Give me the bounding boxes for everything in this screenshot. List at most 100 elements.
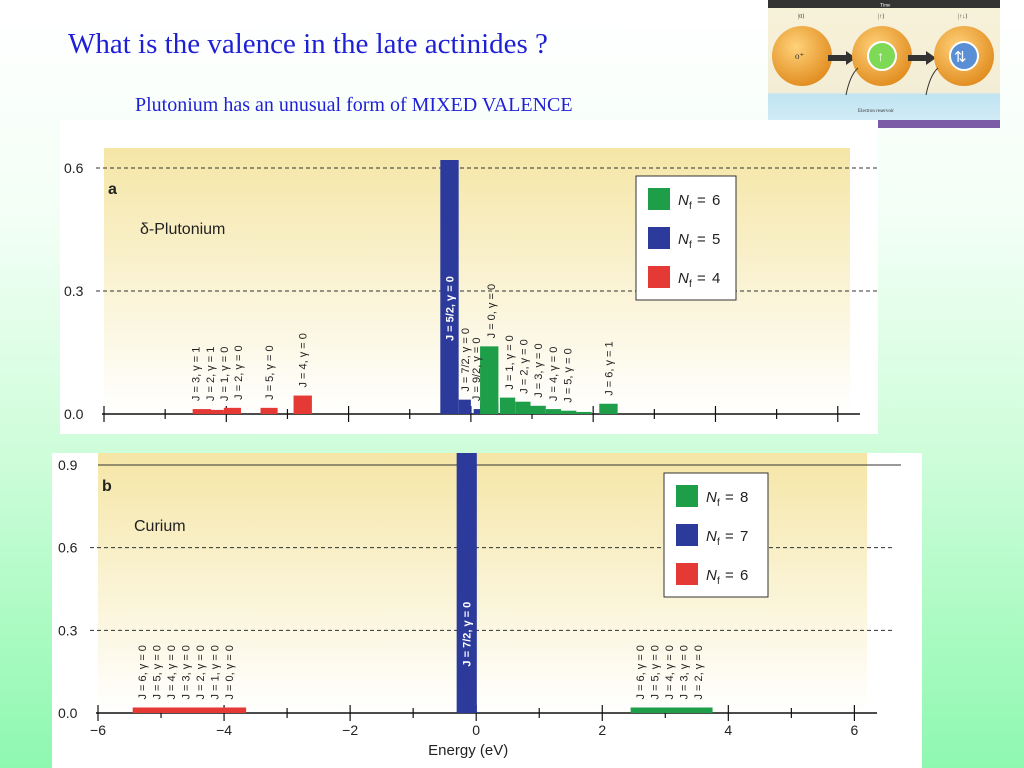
time-label: Time: [880, 4, 891, 9]
legend-equals: =: [697, 231, 706, 248]
y-tick-label: 0.6: [64, 160, 84, 176]
nucleus-icon: o⁺: [795, 51, 805, 61]
x-tick-label: 4: [724, 722, 732, 738]
bar-nf-6: [499, 397, 516, 414]
time-arrow-icon: [990, 0, 1000, 8]
bar-nf-7: [456, 453, 477, 713]
bar-nf-4: [293, 395, 312, 414]
bar-annotation-label: J = 1, γ = 0: [219, 347, 231, 401]
legend-value: 4: [712, 270, 720, 287]
bar-annotation-label: J = 0, γ = 0: [224, 645, 236, 699]
legend-equals: =: [725, 567, 734, 584]
spin-pair-icon: [949, 41, 979, 71]
chart-title: Curium: [134, 518, 186, 535]
x-tick-label: 6: [850, 722, 858, 738]
bar-annotation-label: J = 2, γ = 0: [233, 345, 245, 399]
bar-annotation-label: J = 5, γ = 0: [264, 345, 276, 399]
valence-schematic-image: Time |0⟩ |↑⟩ |↑↓⟩ o⁺ ↑ ⇅ Electron reserv…: [768, 0, 1000, 128]
x-tick-label: −4: [216, 722, 232, 738]
legend-subscript: f: [689, 279, 692, 290]
legend-value: 8: [740, 489, 748, 506]
atom-sphere-0: [772, 26, 832, 86]
spin-up-icon: [867, 41, 897, 71]
bar-annotation-label: J = 6, γ = 1: [603, 341, 615, 395]
bar-annotation-label: J = 3, γ = 0: [533, 343, 545, 397]
arrow-icon: [828, 55, 848, 61]
legend-n-symbol: N: [678, 270, 689, 287]
bar-annotation-label: J = 4, γ = 0: [166, 645, 178, 699]
legend-swatch: [648, 266, 670, 288]
bar-annotation-label: J = 7/2, γ = 0: [460, 328, 472, 392]
bar-annotation-label: J = 3, γ = 0: [181, 645, 193, 699]
legend-equals: =: [697, 192, 706, 209]
state-label-1: |↑⟩: [878, 13, 885, 20]
y-tick-label: 0.0: [64, 406, 84, 422]
bar-nf-4: [223, 407, 241, 414]
legend-value: 5: [712, 231, 720, 248]
bar-annotation-label: J = 9/2, γ = 0: [471, 337, 483, 401]
bar-annotation-label: J = 2, γ = 0: [693, 645, 705, 699]
legend-n-symbol: N: [706, 567, 717, 584]
bar-nf-6: [545, 409, 562, 414]
x-tick-label: 0: [472, 722, 480, 738]
up-down-arrows-icon: ⇅: [954, 50, 967, 66]
legend-value: 7: [740, 528, 748, 545]
curium-chart: 0.0 0.3 0.6 0.9 −6 −4 −2 0 2 4 6 Energy (eV) J = 6, …: [58, 453, 901, 759]
bar-nf-6: [561, 410, 577, 414]
x-tick-label: −6: [90, 722, 106, 738]
bar-nf-6: [599, 403, 618, 414]
panel-label: a: [108, 181, 117, 198]
y-tick-label: 0.3: [64, 283, 84, 299]
bar-annotation-label: J = 6, γ = 0: [137, 645, 149, 699]
bar-annotation-label: J = 4, γ = 0: [298, 333, 310, 387]
bar-annotation-label: J = 1, γ = 0: [504, 335, 516, 389]
chart-panel-curium: 0.0 0.3 0.6 0.9 −6 −4 −2 0 2 4 6 Energy (eV) J = 6, …: [52, 453, 922, 768]
legend-subscript: f: [717, 576, 720, 587]
legend-value: 6: [712, 192, 720, 209]
legend-equals: =: [725, 528, 734, 545]
legend-swatch: [676, 524, 698, 546]
bar-nf-4: [192, 409, 212, 414]
legend-subscript: f: [717, 498, 720, 509]
legend-subscript: f: [689, 201, 692, 212]
state-label-0: |0⟩: [798, 13, 805, 20]
arrow-icon-2: [908, 55, 928, 61]
bar-annotation-label: J = 3, γ = 0: [679, 645, 691, 699]
chart-title: δ-Plutonium: [140, 221, 225, 238]
legend-equals: =: [725, 489, 734, 506]
bar-nf-8: [630, 707, 713, 713]
slide-subtitle: Plutonium has an unusual form of MIXED V…: [135, 94, 573, 116]
legend-n-symbol: N: [706, 489, 717, 506]
bar-nf-5: [458, 399, 471, 414]
bar-annotation-label: J = 4, γ = 0: [664, 645, 676, 699]
legend-subscript: f: [717, 537, 720, 548]
bar-annotation-label: J = 3, γ = 1: [191, 347, 203, 401]
x-tick-label: 2: [598, 722, 606, 738]
legend-n-symbol: N: [706, 528, 717, 545]
bar-nf-6: [576, 411, 592, 414]
up-arrow-icon: ↑: [877, 50, 884, 65]
bar-annotation-label: J = 2, γ = 0: [195, 645, 207, 699]
bar-annotation-label: J = 1, γ = 0: [210, 645, 222, 699]
state-label-2: |↑↓⟩: [958, 13, 968, 20]
bar-nf-5: [473, 409, 483, 414]
tunnel-path-icon-2: [925, 67, 939, 96]
legend-swatch: [648, 227, 670, 249]
bar-nf-4: [260, 407, 278, 414]
y-tick-label: 0.0: [58, 705, 78, 721]
x-axis-label: Energy (eV): [428, 742, 508, 759]
x-tick-label: −2: [342, 722, 358, 738]
reservoir-label: Electron reservoir: [858, 109, 894, 114]
legend-n-symbol: N: [678, 231, 689, 248]
legend-n-symbol: N: [678, 192, 689, 209]
bar-nf-4: [210, 409, 224, 414]
schematic-bottom-border: [768, 120, 1000, 128]
legend-swatch: [676, 485, 698, 507]
bar-annotation-label: J = 5, γ = 0: [650, 645, 662, 699]
legend-value: 6: [740, 567, 748, 584]
bar-nf-6: [132, 707, 247, 713]
y-tick-label: 0.6: [58, 540, 78, 556]
bar-nf-6: [515, 401, 531, 414]
tunnel-path-icon: [845, 67, 859, 96]
